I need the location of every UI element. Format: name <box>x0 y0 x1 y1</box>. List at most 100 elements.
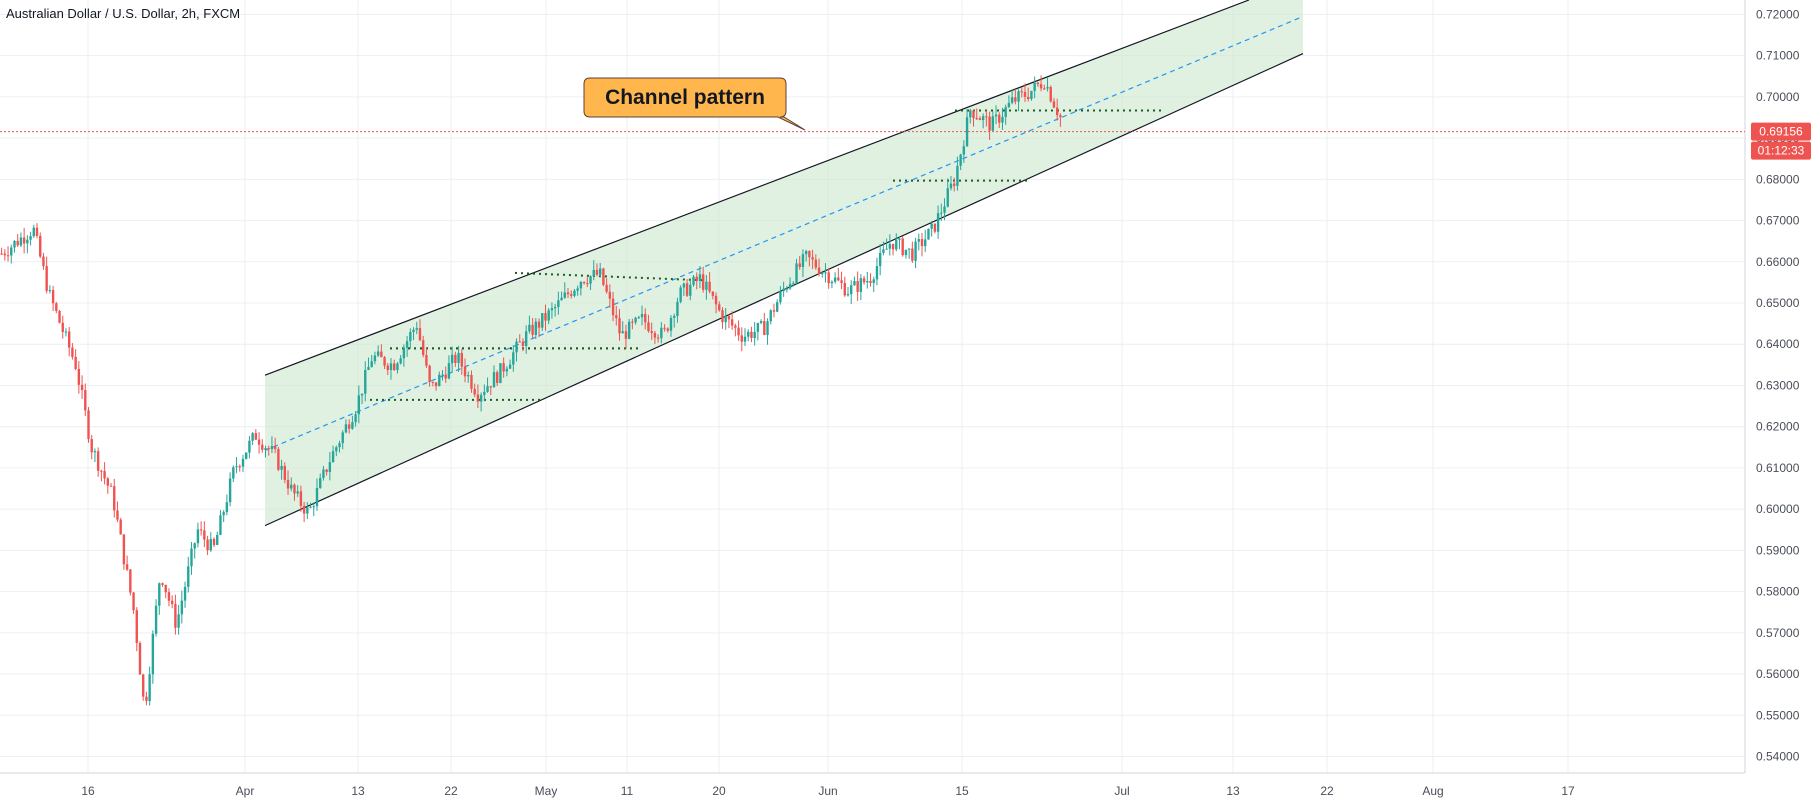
candle-body <box>824 272 827 274</box>
candle-body <box>907 248 911 250</box>
candle-body <box>216 534 219 545</box>
candle-body <box>730 319 734 326</box>
candle-body <box>544 313 547 321</box>
candle-body <box>460 352 464 367</box>
candle-body <box>512 352 515 365</box>
x-tick-label: Jul <box>1114 784 1129 798</box>
candle-body <box>96 451 100 471</box>
candle-body <box>10 247 13 256</box>
candle-body <box>183 586 187 601</box>
candle-body <box>496 372 499 384</box>
candle-body <box>425 355 428 366</box>
candle-body <box>463 366 467 377</box>
candle-body <box>685 283 689 296</box>
candle-body <box>560 297 563 301</box>
candle-body <box>508 364 512 369</box>
candle-body <box>138 642 142 675</box>
candle-body <box>875 266 879 280</box>
candle-body <box>380 351 383 358</box>
candle-body <box>1001 116 1004 123</box>
candle-body <box>1023 91 1027 97</box>
candle-body <box>779 291 782 303</box>
candle-body <box>537 321 541 328</box>
candle-body <box>930 223 933 229</box>
candle-body <box>640 313 644 318</box>
candle-body <box>589 276 592 284</box>
candle-body <box>306 507 309 514</box>
y-tick-label: 0.56000 <box>1756 667 1800 681</box>
candle-body <box>93 451 97 453</box>
candle-body <box>142 674 145 697</box>
candle-body <box>895 239 898 250</box>
candle-body <box>71 347 74 357</box>
candle-body <box>598 268 602 275</box>
candle-body <box>862 278 866 283</box>
candle-body <box>444 374 447 379</box>
candle-body <box>283 465 287 480</box>
candle-body <box>3 253 7 256</box>
candle-body <box>42 256 45 267</box>
candle-body <box>235 466 238 468</box>
candle-body <box>412 329 415 333</box>
candle-body <box>866 280 869 283</box>
candle-body <box>595 269 599 275</box>
candle-body <box>833 277 837 282</box>
candle-body <box>399 358 402 364</box>
candle-body <box>87 410 90 440</box>
candle-body <box>885 248 888 250</box>
candle-body <box>927 228 930 240</box>
candle-body <box>45 266 48 291</box>
candle-body <box>869 280 872 283</box>
candle-body <box>441 374 444 376</box>
last-price-tag <box>1751 122 1811 141</box>
candle-body <box>84 390 87 411</box>
candle-body <box>920 239 924 247</box>
dotted-level-line <box>514 271 706 282</box>
candle-body <box>991 116 995 131</box>
candle-body <box>351 422 354 429</box>
candle-body <box>592 269 595 277</box>
candle-body <box>315 487 319 507</box>
candle-body <box>193 543 196 549</box>
y-tick-label: 0.67000 <box>1756 214 1800 228</box>
candle-body <box>830 281 834 284</box>
candle-body <box>177 614 180 628</box>
candle-body <box>917 239 920 242</box>
candle-body <box>16 240 19 246</box>
candle-body <box>58 310 61 323</box>
candle-body <box>959 154 962 166</box>
candle-body <box>129 569 132 593</box>
candle-body <box>77 368 81 385</box>
candle-body <box>0 253 3 255</box>
candle-body <box>679 287 682 302</box>
candle-body <box>602 268 605 285</box>
candle-body <box>270 446 274 450</box>
candle-body <box>518 341 521 343</box>
candle-body <box>611 298 615 316</box>
channel-upper-line <box>264 0 1250 376</box>
candle-body <box>364 370 367 394</box>
candle-body <box>1007 102 1011 108</box>
candle-body <box>618 318 621 334</box>
y-tick-label: 0.68000 <box>1756 172 1800 186</box>
candle-body <box>714 295 718 305</box>
candle-body <box>174 603 177 628</box>
candle-body <box>431 382 435 384</box>
candle-body <box>373 355 377 362</box>
candle-body <box>740 335 743 342</box>
candle-body <box>74 356 77 369</box>
x-tick-label: 15 <box>955 784 969 798</box>
candle-body <box>434 382 438 387</box>
y-tick-label: 0.63000 <box>1756 378 1800 392</box>
y-tick-label: 0.71000 <box>1756 49 1800 63</box>
candle-body <box>586 283 589 285</box>
candle-body <box>1049 87 1052 102</box>
candle-body <box>341 432 344 444</box>
candle-body <box>360 393 364 396</box>
candle-body <box>190 548 193 567</box>
candle-body <box>212 538 216 545</box>
candle-body <box>286 479 290 489</box>
candle-body <box>415 328 418 330</box>
candle-body <box>428 365 431 383</box>
